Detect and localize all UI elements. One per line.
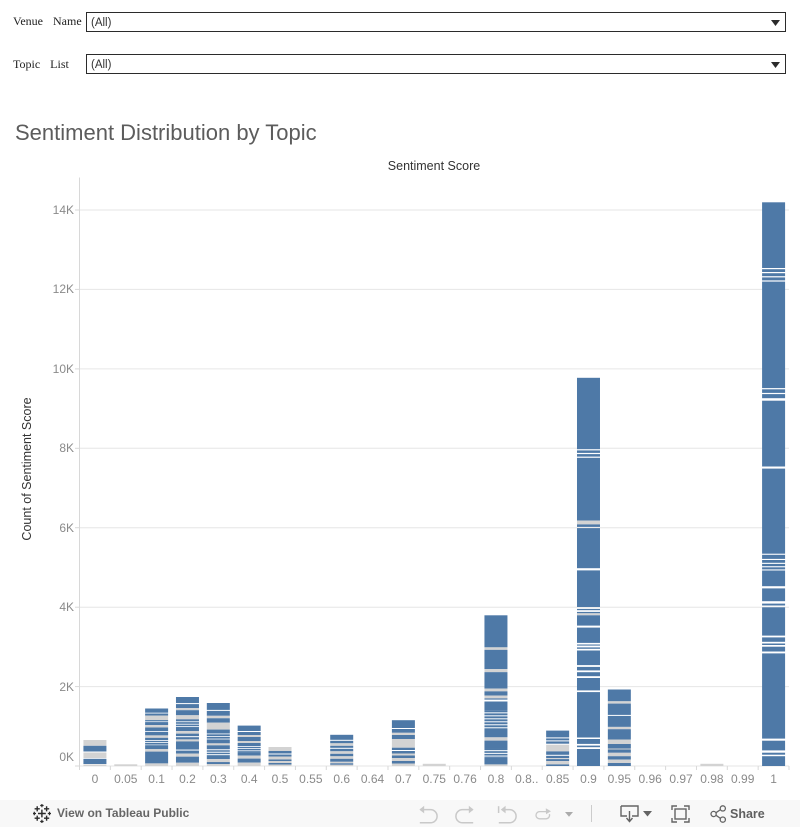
svg-text:0: 0 xyxy=(92,772,99,786)
svg-text:14K: 14K xyxy=(53,203,74,217)
svg-text:0.98: 0.98 xyxy=(700,772,724,786)
svg-text:0.97: 0.97 xyxy=(669,772,693,786)
svg-text:0.95: 0.95 xyxy=(608,772,632,786)
svg-text:8K: 8K xyxy=(59,441,74,455)
svg-text:0.75: 0.75 xyxy=(423,772,447,786)
svg-text:0K: 0K xyxy=(59,750,74,764)
svg-text:0.5: 0.5 xyxy=(272,772,289,786)
svg-text:1: 1 xyxy=(770,772,777,786)
svg-text:0.3: 0.3 xyxy=(210,772,227,786)
svg-text:2K: 2K xyxy=(59,680,74,694)
svg-text:0.96: 0.96 xyxy=(639,772,663,786)
svg-text:10K: 10K xyxy=(53,362,74,376)
svg-text:0.4: 0.4 xyxy=(241,772,258,786)
svg-text:Sentiment Score: Sentiment Score xyxy=(388,159,480,173)
svg-text:0.9: 0.9 xyxy=(580,772,597,786)
svg-text:0.55: 0.55 xyxy=(299,772,323,786)
svg-text:0.2: 0.2 xyxy=(179,772,196,786)
svg-text:4K: 4K xyxy=(59,600,74,614)
svg-text:0.99: 0.99 xyxy=(731,772,755,786)
svg-text:0.8: 0.8 xyxy=(488,772,505,786)
svg-text:0.7: 0.7 xyxy=(395,772,412,786)
svg-text:0.8..: 0.8.. xyxy=(515,772,538,786)
svg-text:0.64: 0.64 xyxy=(361,772,385,786)
svg-text:Count of Sentiment Score: Count of Sentiment Score xyxy=(20,397,34,540)
svg-text:0.05: 0.05 xyxy=(114,772,138,786)
svg-text:6K: 6K xyxy=(59,521,74,535)
svg-text:0.6: 0.6 xyxy=(333,772,350,786)
svg-text:12K: 12K xyxy=(53,282,74,296)
svg-text:0.76: 0.76 xyxy=(453,772,477,786)
svg-text:0.1: 0.1 xyxy=(148,772,165,786)
svg-text:0.85: 0.85 xyxy=(546,772,570,786)
